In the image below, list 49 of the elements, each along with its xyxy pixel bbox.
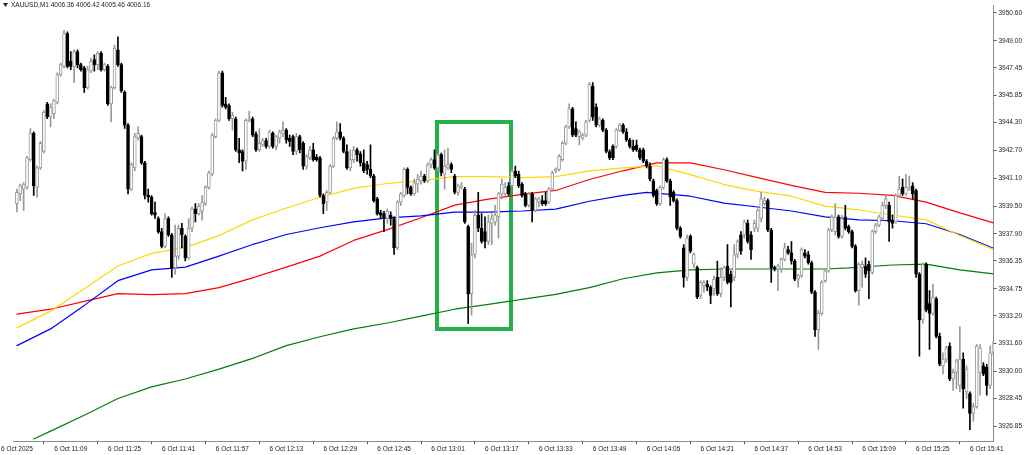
candlestick [638, 147, 642, 160]
candlestick [648, 162, 652, 182]
candlestick [452, 173, 457, 195]
candlestick [712, 275, 716, 296]
candlestick [456, 183, 460, 196]
candlestick [840, 214, 844, 239]
candlestick [941, 352, 945, 375]
candlestick [284, 128, 289, 144]
candlestick [681, 244, 686, 288]
candlestick [72, 49, 76, 84]
candlestick [419, 170, 423, 185]
candlestick [382, 211, 386, 232]
candlestick [695, 265, 699, 300]
candlestick [510, 169, 514, 188]
candlestick [355, 147, 359, 162]
candlestick [392, 216, 396, 255]
candlestick [968, 391, 972, 431]
candlestick [264, 137, 268, 149]
candlestick [924, 262, 928, 313]
candlestick [15, 188, 19, 213]
candlestick [611, 144, 615, 160]
candlestick [691, 252, 696, 268]
candlestick [702, 280, 706, 293]
candlestick [466, 224, 470, 324]
candlestick [291, 134, 295, 155]
candlestick [436, 152, 440, 172]
candlestick [530, 192, 534, 223]
candlestick [220, 70, 225, 108]
candlestick [449, 162, 454, 174]
candlestick [739, 231, 743, 255]
candlestick [153, 201, 157, 219]
candlestick [931, 283, 935, 316]
candlestick [584, 119, 588, 137]
candlestick [867, 260, 871, 300]
candlestick [281, 121, 285, 137]
candlestick [958, 326, 962, 393]
candlestick [163, 213, 167, 249]
candlestick [483, 216, 487, 249]
candlestick [856, 262, 861, 306]
candlestick [631, 139, 635, 152]
candlestick [446, 147, 450, 170]
candlestick [106, 64, 110, 106]
candlestick [729, 270, 733, 308]
candlestick [271, 131, 275, 149]
candlestick [462, 187, 467, 224]
candlestick [537, 196, 541, 208]
candlestick [685, 234, 689, 281]
candlestick [99, 51, 103, 72]
candlestick [904, 173, 908, 196]
